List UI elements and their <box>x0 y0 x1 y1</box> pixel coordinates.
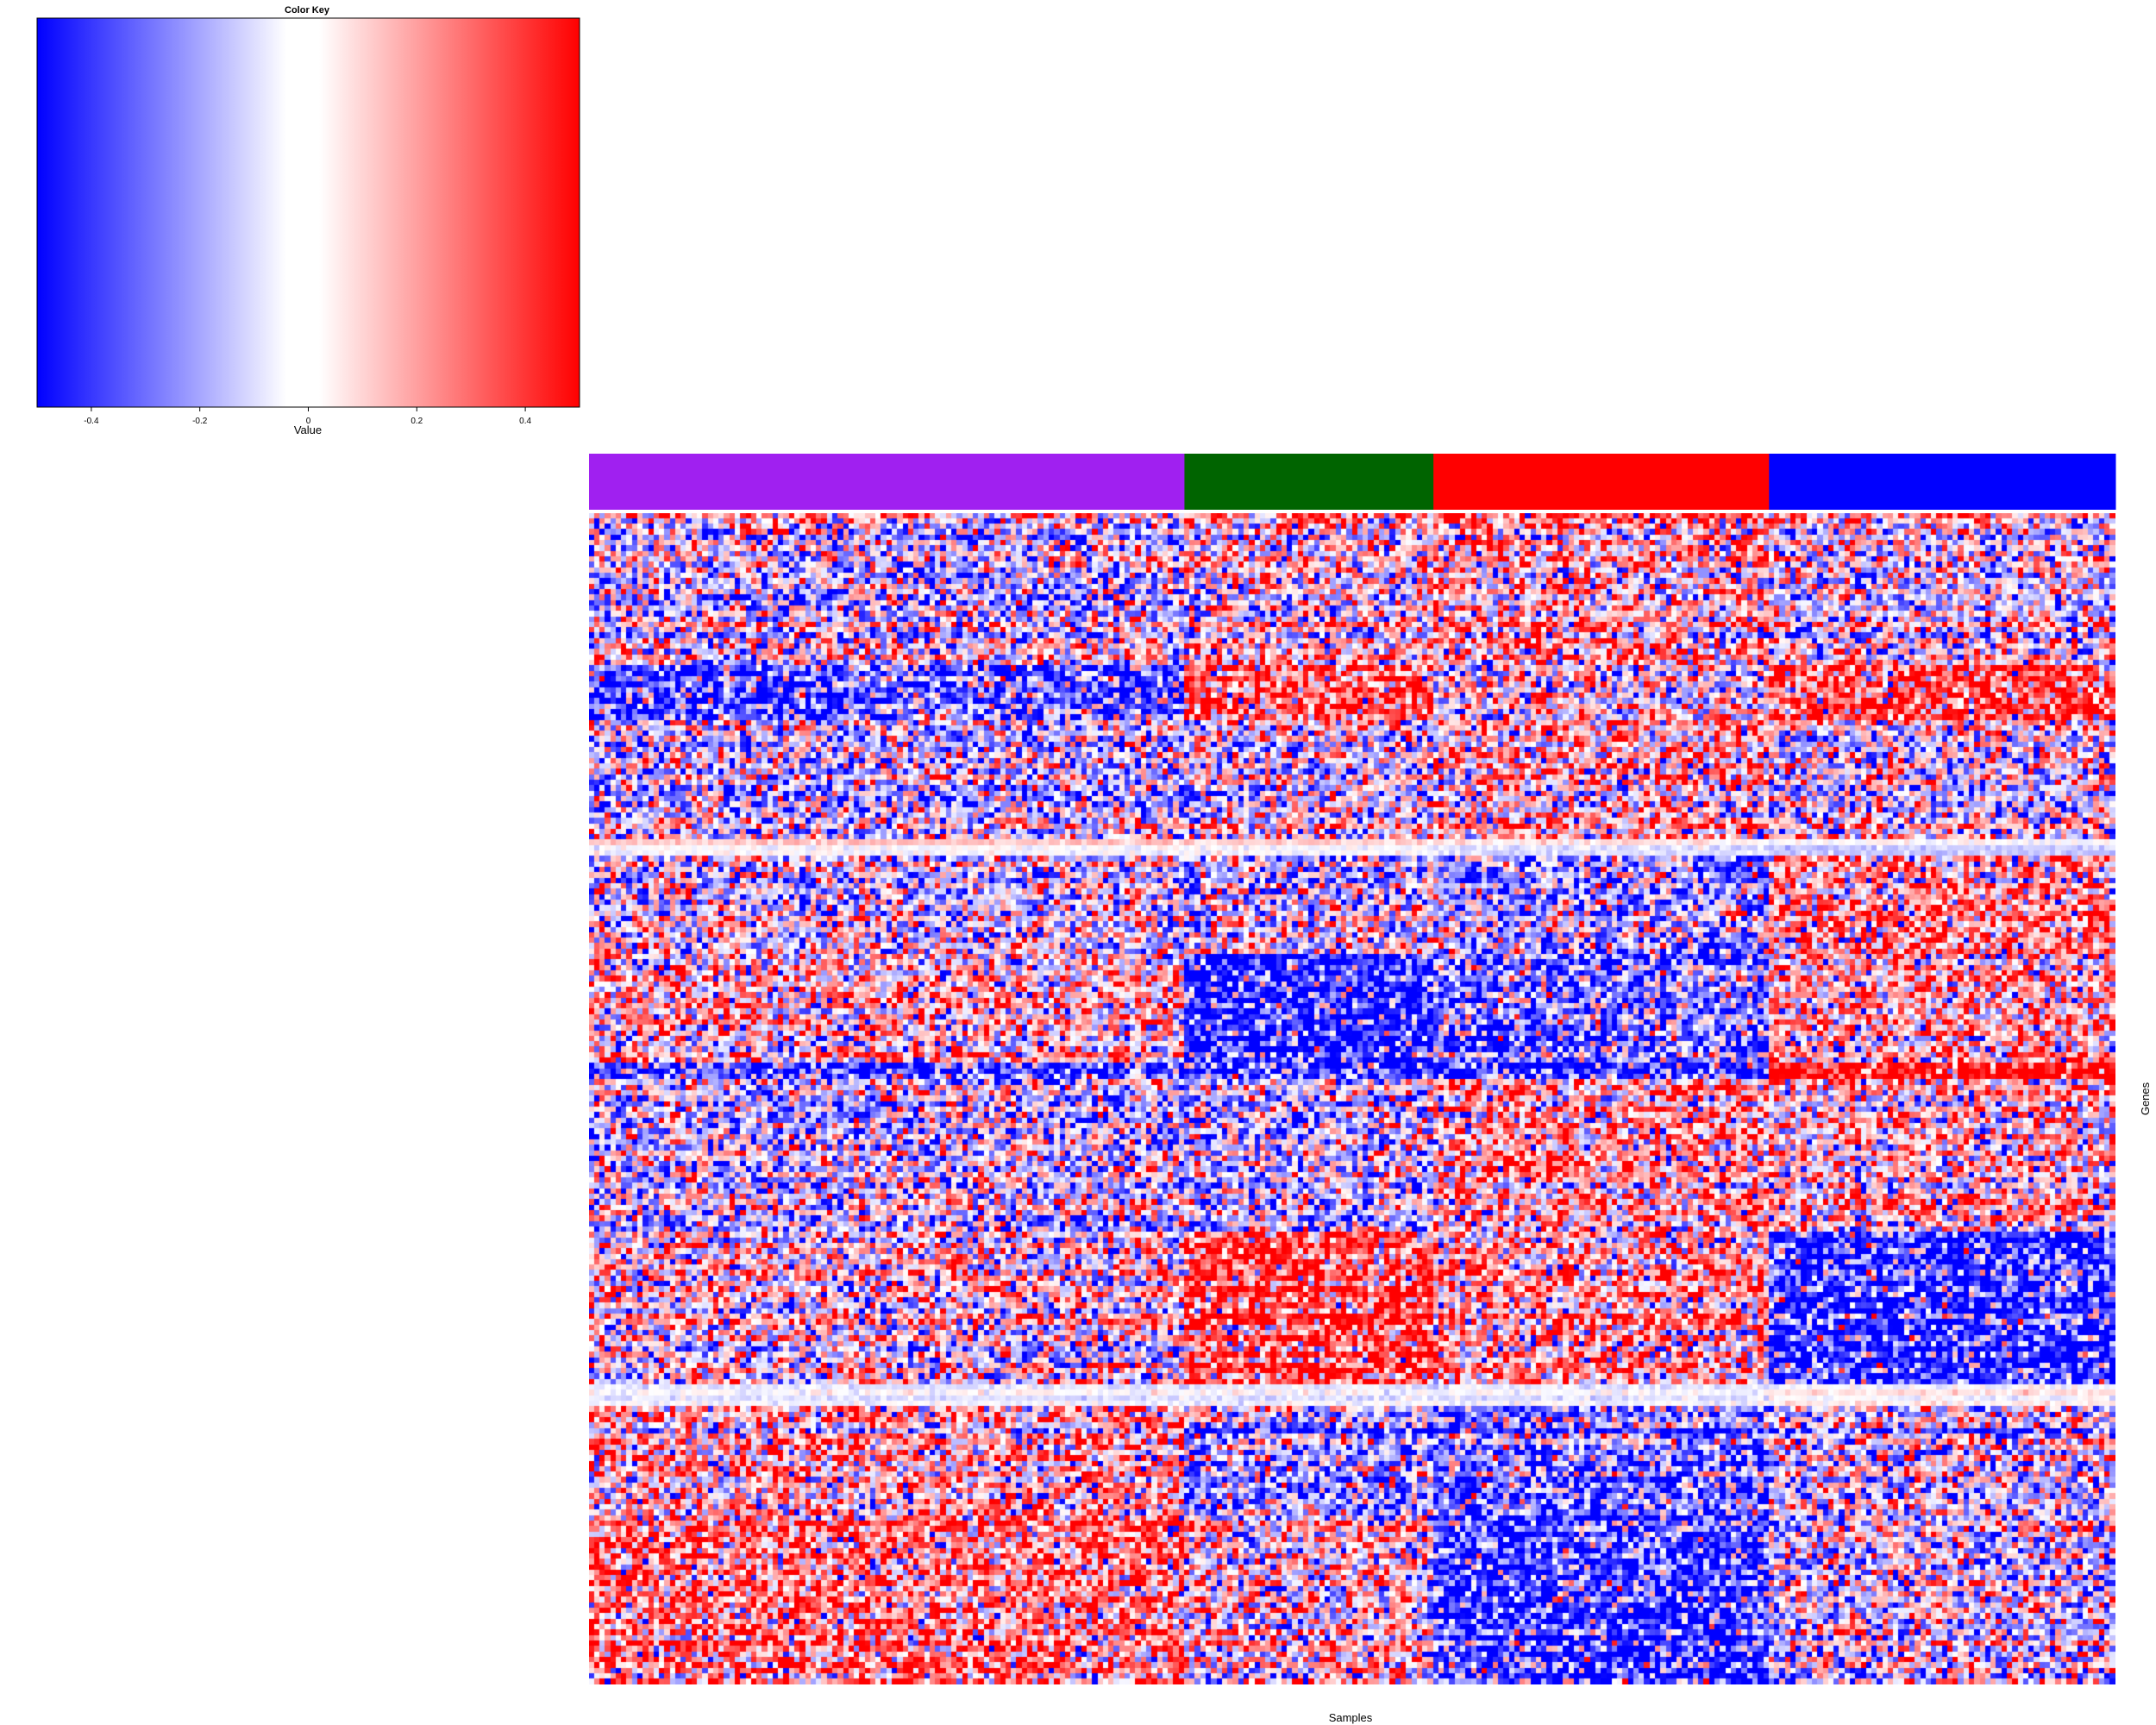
color-key-xlabel: Value <box>294 423 322 436</box>
color-key-tick-label: 0 <box>306 417 311 426</box>
color-key-gradient <box>36 17 580 408</box>
color-key-tick-label: -0.2 <box>192 417 208 426</box>
sample-group-3 <box>1433 454 1770 510</box>
color-key-tick-label: 0.4 <box>519 417 531 426</box>
y-axis-label: Genes <box>2139 1082 2152 1115</box>
heatmap-matrix <box>589 513 2115 1684</box>
color-key-ticks: -0.4 -0.2 0 0.2 0.4 <box>84 407 531 426</box>
color-key-tick-label: 0.2 <box>411 417 423 426</box>
sample-group-2 <box>1184 454 1434 510</box>
sample-group-4 <box>1769 454 2116 510</box>
x-axis-label: Samples <box>1329 1711 1373 1724</box>
color-key: Color Key -0.4 -0.2 0 0.2 0.4 Value <box>36 5 580 436</box>
sample-group-1 <box>589 454 1185 510</box>
sample-group-bar <box>589 454 2116 510</box>
color-key-tick-label: -0.4 <box>84 417 99 426</box>
color-key-title: Color Key <box>285 5 330 16</box>
